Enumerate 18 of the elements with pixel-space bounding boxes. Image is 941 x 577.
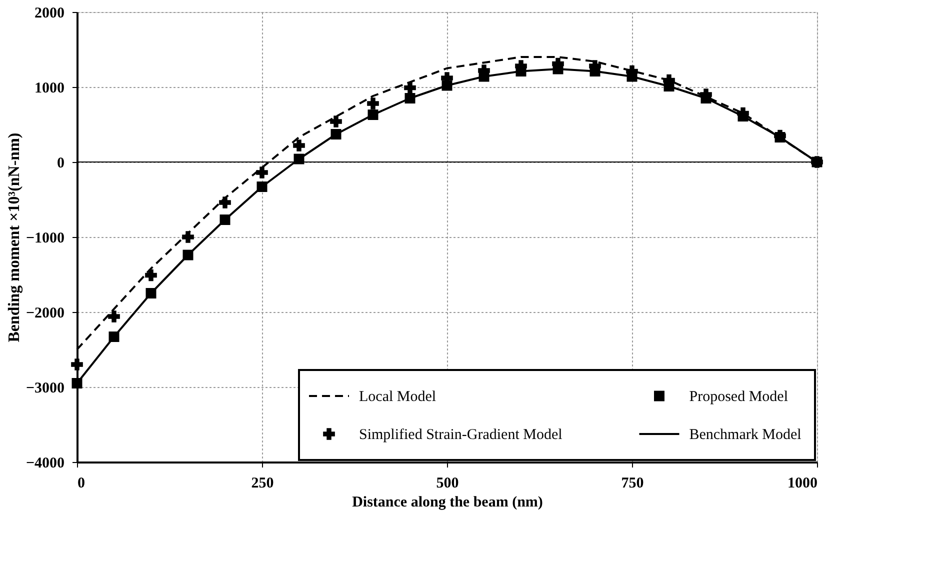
x-tick-label: 1000 bbox=[788, 476, 818, 492]
y-tick-label: 2000 bbox=[34, 6, 64, 22]
y-tick-label: −1000 bbox=[26, 230, 64, 246]
legend-label: Proposed Model bbox=[689, 389, 788, 405]
y-axis-title: Bending moment ×10³(nN-nm) bbox=[6, 132, 23, 342]
x-axis-title: Distance along the beam (nm) bbox=[352, 494, 543, 510]
legend-label: Simplified Strain-Gradient Model bbox=[359, 427, 562, 443]
legend-label: Local Model bbox=[359, 389, 436, 405]
x-tick-label: 500 bbox=[436, 476, 459, 492]
y-tick-label: −3000 bbox=[26, 380, 64, 396]
x-tick-label: 250 bbox=[251, 476, 274, 492]
x-tick-label: 0 bbox=[78, 476, 85, 492]
legend-label: Benchmark Model bbox=[689, 427, 802, 443]
y-tick-label: 1000 bbox=[34, 80, 64, 96]
x-tick-label: 750 bbox=[621, 476, 644, 492]
y-tick-label: −4000 bbox=[26, 456, 64, 472]
y-tick-label: 0 bbox=[57, 156, 64, 172]
y-tick-label: −2000 bbox=[26, 306, 64, 322]
